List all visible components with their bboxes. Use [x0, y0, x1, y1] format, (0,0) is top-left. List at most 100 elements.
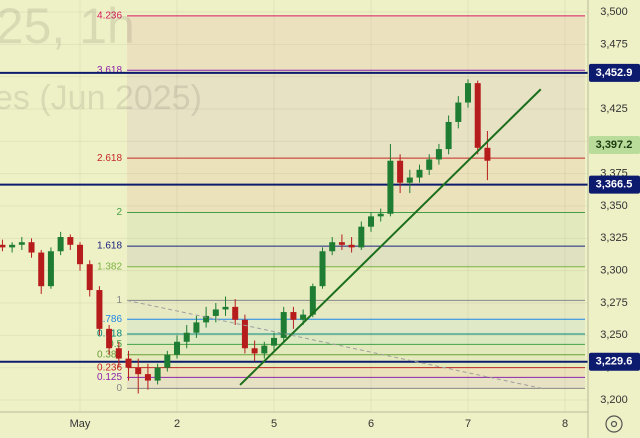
- candle-body: [474, 83, 481, 148]
- settings-icon[interactable]: [605, 415, 623, 433]
- candle-body: [164, 354, 171, 368]
- price-label-box: [589, 135, 640, 154]
- fib-label: 0: [117, 383, 123, 394]
- plot-background: [0, 0, 588, 412]
- candle-body: [106, 328, 113, 349]
- y-tick-label: 3,300: [600, 265, 628, 277]
- candle-body: [86, 264, 93, 291]
- candle-body: [300, 314, 307, 320]
- fib-band: [127, 367, 586, 378]
- candle-body: [387, 160, 394, 214]
- candle-body: [135, 367, 142, 375]
- candle-body: [484, 147, 491, 161]
- fib-label: 0.236: [97, 362, 122, 373]
- candle-body: [309, 286, 316, 315]
- trend-line: [239, 88, 542, 386]
- candle-body: [115, 348, 122, 359]
- fib-label: 0.786: [97, 314, 122, 325]
- x-tick-label: May: [70, 418, 91, 430]
- candle-body: [193, 322, 200, 333]
- fib-band: [127, 334, 586, 345]
- price-label-box: [589, 175, 640, 194]
- x-tick-label: 5: [271, 418, 277, 430]
- candle-body: [455, 102, 462, 122]
- candle-body: [445, 121, 452, 150]
- candle-body: [57, 237, 64, 252]
- candle-body: [18, 242, 25, 245]
- candle-body: [174, 341, 181, 355]
- fib-label: 4.236: [97, 11, 122, 22]
- candle-body: [406, 177, 413, 183]
- fib-label: 0.5: [108, 339, 122, 350]
- fib-band: [127, 319, 586, 335]
- candle-body: [271, 337, 278, 346]
- price-label-box: [589, 352, 640, 371]
- candle-body: [348, 244, 355, 248]
- candle-body: [465, 83, 472, 103]
- fib-band: [127, 246, 586, 267]
- candle-body: [154, 367, 161, 381]
- candle-body: [435, 149, 442, 160]
- price-label-box: [589, 63, 640, 82]
- price-label: 3,452.9: [596, 67, 633, 79]
- fib-band: [127, 15, 586, 71]
- fib-label: 0.382: [97, 349, 122, 360]
- candle-body: [241, 319, 248, 349]
- fib-label: 1: [117, 295, 123, 306]
- candle-body: [212, 309, 219, 316]
- watermark: es (Jun 2025): [0, 79, 202, 117]
- x-tick-label: 6: [368, 418, 374, 430]
- candle-body: [416, 169, 423, 178]
- fib-label: 1.618: [97, 241, 122, 252]
- x-tick-label: 7: [465, 418, 471, 430]
- candle-body: [67, 237, 74, 245]
- fib-label: 1.382: [97, 261, 122, 272]
- fib-band: [127, 212, 586, 247]
- candle-body: [9, 244, 16, 248]
- fib-band: [127, 70, 586, 159]
- candle-body: [377, 213, 384, 217]
- candle-body: [368, 216, 375, 227]
- candle-body: [125, 358, 132, 368]
- candle-body: [426, 159, 433, 170]
- fib-band: [127, 300, 586, 320]
- candle-body: [261, 345, 268, 354]
- y-tick-label: 3,275: [600, 297, 628, 309]
- candle-body: [0, 244, 6, 248]
- fib-band: [127, 266, 586, 301]
- candle-body: [232, 306, 239, 320]
- y-tick-label: 3,325: [600, 232, 628, 244]
- price-label: 3,229.6: [596, 356, 633, 368]
- candle-body: [329, 242, 336, 252]
- candle-body: [203, 315, 210, 323]
- x-tick-label: 8: [562, 418, 568, 430]
- watermark: 025, 1h: [0, 0, 135, 54]
- candle-body: [47, 251, 54, 287]
- fib-label: 2.618: [97, 153, 122, 164]
- fib-label: 2: [117, 207, 123, 218]
- y-tick-label: 3,200: [600, 394, 628, 406]
- settings-icon-center[interactable]: [610, 420, 618, 428]
- candle-body: [96, 290, 103, 329]
- settings-button[interactable]: [605, 415, 623, 433]
- y-tick-label: 3,350: [600, 200, 628, 212]
- y-tick-label: 3,475: [600, 38, 628, 50]
- candle-body: [28, 242, 35, 253]
- fib-label: 0.125: [97, 372, 122, 383]
- candle-body: [290, 312, 297, 320]
- candle-body: [319, 251, 326, 287]
- candle-body: [397, 160, 404, 183]
- candle-body: [183, 332, 190, 342]
- fib-label: 3.618: [97, 65, 122, 76]
- y-tick-label: 3,250: [600, 329, 628, 341]
- trend-line: [126, 299, 545, 390]
- candle-body: [338, 242, 345, 245]
- candle-body: [222, 306, 229, 310]
- price-label: 3,366.5: [596, 179, 633, 191]
- candle-body: [280, 312, 287, 338]
- candle-body: [144, 374, 151, 381]
- candle-body: [251, 348, 258, 354]
- price-label: 3,397.2: [596, 139, 633, 151]
